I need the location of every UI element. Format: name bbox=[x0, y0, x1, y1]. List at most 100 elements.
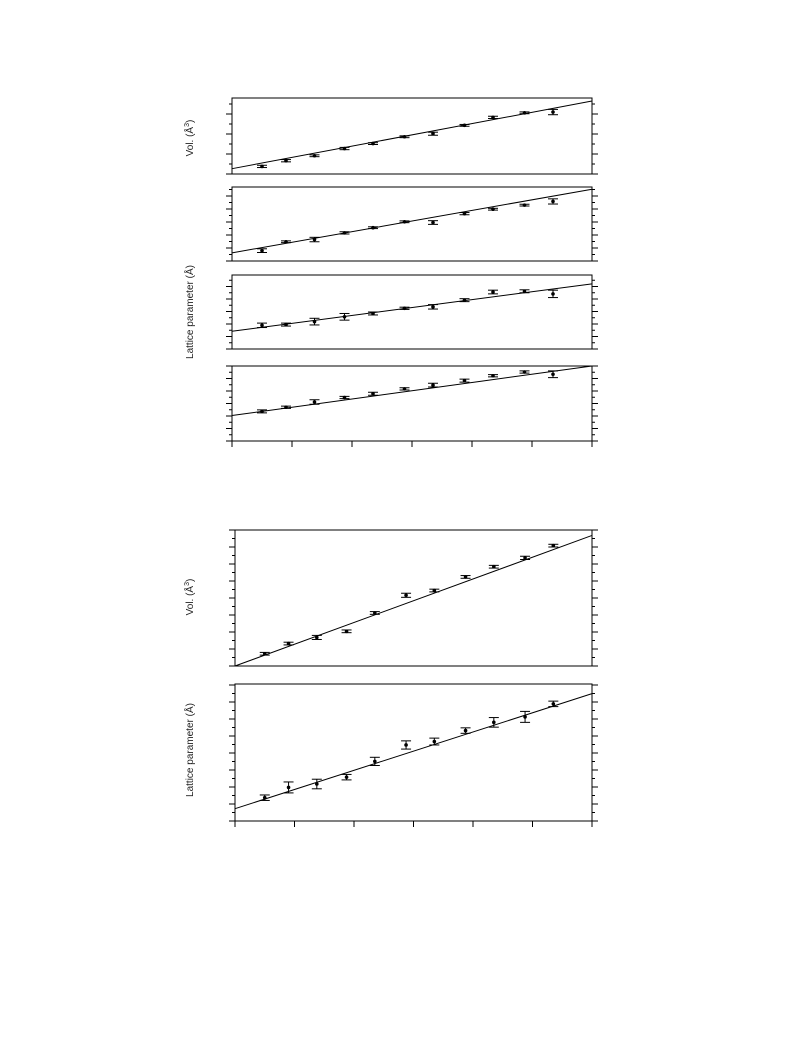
point-marker bbox=[312, 319, 317, 324]
data-point bbox=[339, 231, 350, 235]
data-point bbox=[399, 387, 410, 391]
point-marker bbox=[371, 141, 375, 146]
point-marker bbox=[522, 111, 527, 115]
point-marker bbox=[284, 239, 288, 244]
point-marker bbox=[373, 611, 377, 615]
point-marker bbox=[344, 629, 349, 634]
data-point bbox=[460, 727, 471, 734]
point-marker bbox=[432, 588, 437, 593]
data-point bbox=[257, 164, 267, 169]
data-point bbox=[401, 740, 412, 750]
point-marker bbox=[344, 775, 349, 779]
data-point bbox=[369, 756, 380, 767]
data-point bbox=[519, 203, 530, 207]
point-marker bbox=[551, 110, 555, 114]
data-point bbox=[309, 153, 320, 158]
point-marker bbox=[262, 795, 267, 800]
vol-axis-label-fig1: Vol. (Å3) bbox=[183, 120, 196, 157]
data-point bbox=[519, 111, 530, 115]
data-point bbox=[283, 781, 294, 794]
data-point bbox=[429, 737, 440, 746]
plot-frame bbox=[234, 683, 593, 822]
point-marker bbox=[371, 225, 375, 230]
data-point bbox=[488, 207, 498, 211]
point-marker bbox=[284, 158, 288, 163]
data-point bbox=[548, 198, 558, 205]
data-point bbox=[339, 395, 350, 400]
data-point bbox=[341, 629, 352, 634]
data-point bbox=[369, 611, 380, 615]
data-point bbox=[548, 289, 558, 299]
data-point bbox=[519, 289, 530, 294]
fit-line bbox=[231, 365, 593, 416]
point-marker bbox=[260, 409, 264, 414]
point-marker bbox=[373, 759, 377, 764]
data-point bbox=[429, 588, 440, 593]
point-marker bbox=[286, 785, 291, 790]
point-marker bbox=[463, 728, 468, 733]
data-point bbox=[548, 108, 558, 116]
data-point bbox=[281, 158, 291, 163]
plot-frame bbox=[234, 529, 593, 667]
point-marker bbox=[462, 123, 467, 128]
chart-panel-3 bbox=[226, 274, 598, 350]
data-point bbox=[428, 131, 438, 136]
data-point bbox=[459, 123, 470, 128]
data-point bbox=[399, 219, 410, 224]
point-marker bbox=[402, 219, 407, 224]
data-point bbox=[339, 312, 350, 321]
data-point bbox=[281, 322, 291, 327]
data-point bbox=[488, 373, 498, 378]
point-marker bbox=[522, 370, 527, 374]
point-marker bbox=[260, 248, 264, 253]
point-marker bbox=[260, 164, 264, 169]
plot-frame bbox=[231, 274, 593, 350]
point-marker bbox=[404, 743, 408, 747]
point-marker bbox=[342, 395, 347, 400]
data-point bbox=[428, 304, 438, 310]
lattice-axis-label-fig1: Lattice parameter (Å) bbox=[183, 265, 196, 359]
data-point bbox=[341, 773, 352, 781]
data-point bbox=[309, 317, 320, 326]
chart-panel-5 bbox=[229, 529, 598, 667]
point-marker bbox=[523, 556, 527, 560]
point-marker bbox=[262, 651, 267, 656]
data-point bbox=[460, 575, 471, 579]
data-point bbox=[257, 248, 267, 253]
point-marker bbox=[431, 220, 435, 225]
data-point bbox=[399, 306, 410, 311]
data-point bbox=[339, 146, 350, 151]
fit-line bbox=[231, 283, 593, 332]
plot-frame bbox=[231, 186, 593, 262]
point-marker bbox=[312, 153, 317, 158]
point-marker bbox=[462, 378, 467, 383]
fit-line bbox=[234, 534, 593, 667]
point-marker bbox=[492, 564, 496, 569]
data-point bbox=[401, 592, 412, 598]
point-marker bbox=[404, 593, 408, 598]
data-point bbox=[399, 134, 410, 139]
point-marker bbox=[462, 298, 467, 302]
chart-panel-4 bbox=[226, 365, 598, 447]
data-point bbox=[283, 641, 294, 646]
data-point bbox=[309, 399, 320, 405]
data-point bbox=[428, 382, 438, 388]
lattice-axis-label-fig2: Lattice parameter (Å) bbox=[183, 703, 196, 797]
point-marker bbox=[551, 199, 555, 204]
plot-frame bbox=[231, 97, 593, 175]
point-marker bbox=[523, 715, 527, 719]
data-point bbox=[368, 311, 378, 316]
point-marker bbox=[463, 575, 468, 579]
data-point bbox=[488, 564, 499, 569]
data-point bbox=[311, 634, 322, 640]
data-point bbox=[257, 409, 267, 414]
point-marker bbox=[342, 315, 347, 319]
plot-frame bbox=[231, 365, 593, 442]
data-point bbox=[488, 289, 498, 295]
point-marker bbox=[551, 372, 555, 377]
data-point bbox=[520, 710, 531, 723]
point-marker bbox=[284, 405, 288, 410]
point-marker bbox=[551, 543, 556, 548]
point-marker bbox=[551, 702, 556, 706]
data-point bbox=[519, 370, 530, 374]
